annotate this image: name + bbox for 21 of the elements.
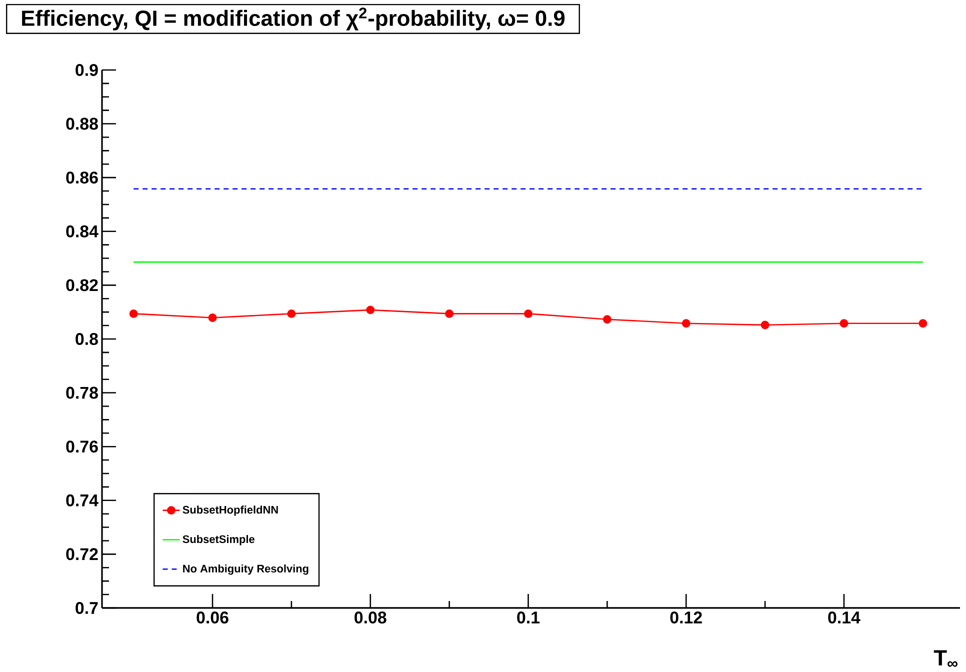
- y-tick-label: 0.76: [66, 440, 98, 453]
- legend-label: SubsetHopfieldNN: [182, 506, 278, 516]
- y-tick-label: 0.8: [76, 332, 98, 345]
- x-tick-label: 0.12: [670, 612, 702, 624]
- chart-title: Efficiency, QI = modification of χ$^{2}$-probability, ω= 0.9: [22, 8, 565, 30]
- y-tick-label: 0.86: [66, 172, 98, 184]
- y-tick-label: 0.88: [66, 118, 98, 130]
- y-tick-label: 0.84: [66, 225, 98, 238]
- x-tick-label: 0.14: [828, 612, 860, 624]
- x-tick-label: 0.08: [354, 612, 386, 624]
- legend-label: No Ambiguity Resolving: [183, 564, 308, 575]
- y-tick-label: 0.7: [76, 602, 98, 614]
- y-tick-label: 0.9: [76, 64, 98, 76]
- x-tick-label: 0.06: [196, 612, 228, 624]
- y-tick-label: 0.78: [66, 386, 98, 399]
- y-tick-label: 0.82: [66, 279, 98, 292]
- y-tick-label: 0.74: [66, 494, 98, 506]
- x-tick-label: 0.1: [517, 612, 540, 624]
- y-tick-label: 0.72: [66, 548, 98, 560]
- x-axis-title: T$_{∞}$: [934, 650, 958, 667]
- legend-label: SubsetSimple: [182, 535, 254, 546]
